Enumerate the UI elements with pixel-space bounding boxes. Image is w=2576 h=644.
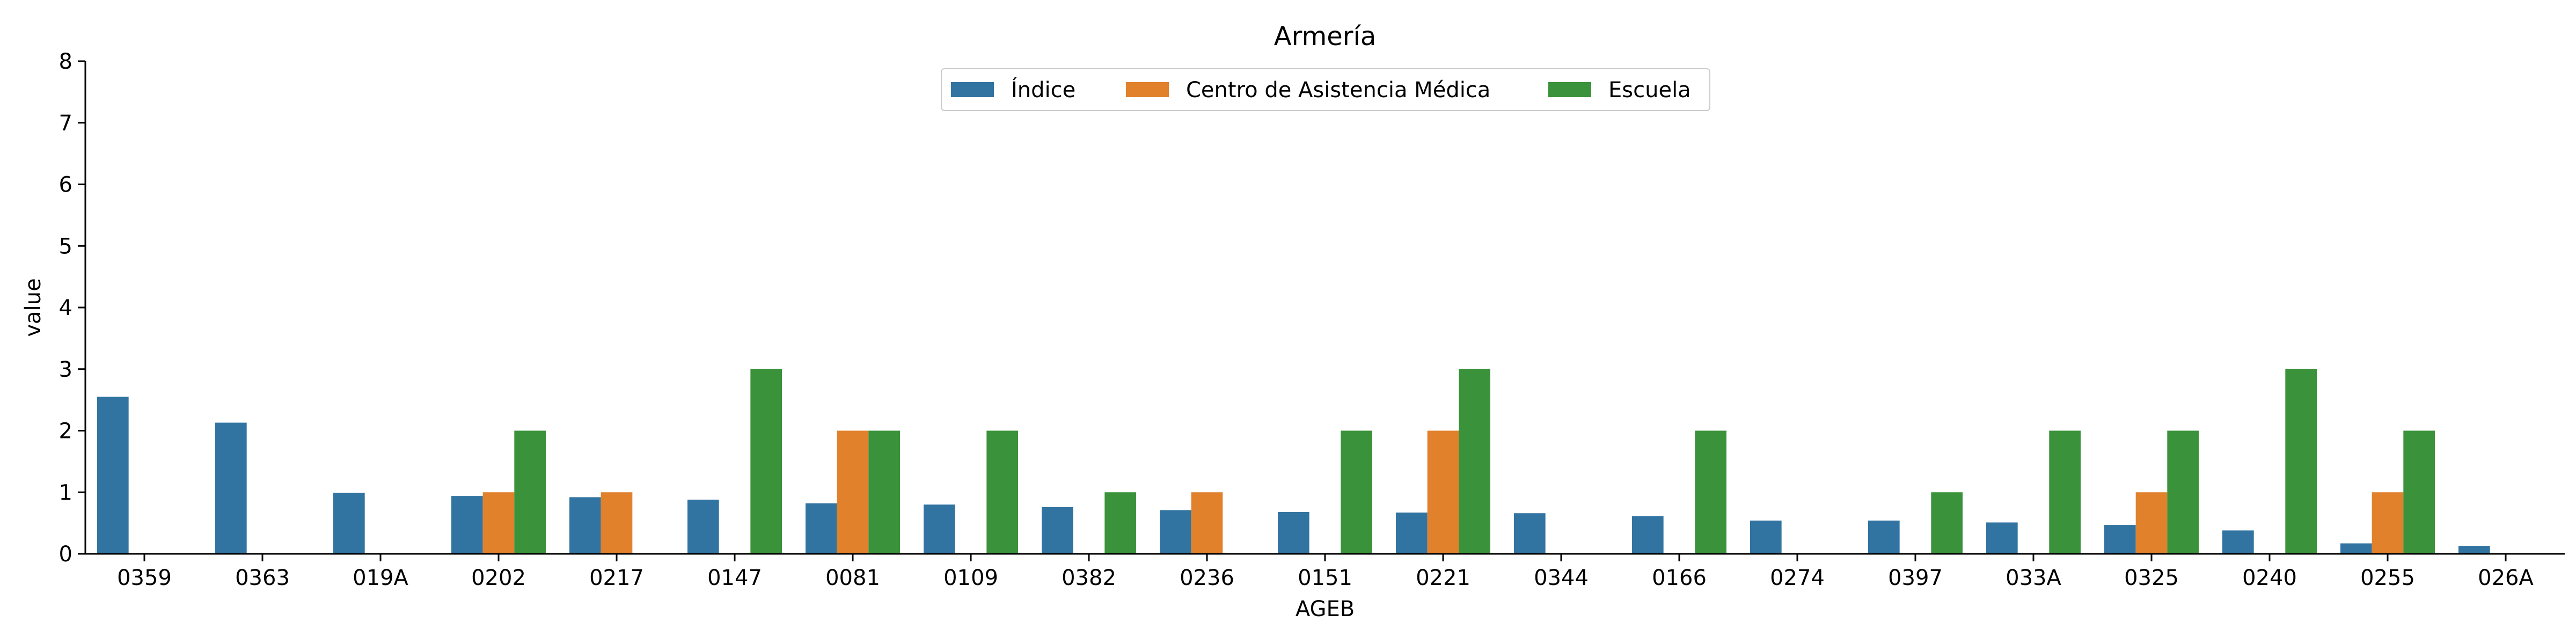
bar-0325-series-1 (2135, 492, 2168, 554)
x-tick-label: 0240 (2242, 566, 2297, 590)
x-tick-label: 0202 (471, 566, 526, 590)
bar-0081-series-2 (868, 430, 900, 554)
y-tick-label: 2 (59, 419, 72, 444)
legend-swatch (1548, 82, 1591, 97)
x-tick-label: 0081 (825, 566, 880, 590)
bar-033A-series-2 (2049, 430, 2081, 554)
bars-group (97, 369, 2490, 554)
bar-0217-series-0 (569, 497, 601, 554)
bar-0217-series-1 (601, 492, 633, 554)
legend-label: Índice (1011, 77, 1075, 103)
bar-0147-series-0 (687, 500, 719, 554)
y-tick-label: 1 (59, 480, 72, 505)
bar-0344-series-0 (1514, 513, 1546, 554)
bar-033A-series-0 (1986, 522, 2018, 554)
x-tick-label: 0151 (1298, 566, 1352, 590)
bar-0109-series-2 (986, 430, 1018, 554)
bar-026A-series-0 (2458, 546, 2490, 554)
bar-0081-series-1 (837, 430, 869, 554)
y-axis-label: value (21, 278, 46, 336)
y-tick-label: 4 (59, 296, 72, 320)
bar-0363-series-0 (215, 422, 247, 554)
bar-0236-series-0 (1160, 510, 1191, 554)
bar-0240-series-2 (2285, 369, 2317, 554)
x-axis-label: AGEB (1296, 597, 1355, 621)
x-tick-label: 0344 (1534, 566, 1589, 590)
x-tick-label: 0255 (2360, 566, 2415, 590)
x-tick-label: 0236 (1180, 566, 1234, 590)
bar-0221-series-1 (1427, 430, 1459, 554)
x-tick-label: 0382 (1062, 566, 1116, 590)
legend-swatch (1126, 82, 1169, 97)
bar-019A-series-0 (333, 493, 365, 554)
bar-0325-series-0 (2104, 525, 2136, 554)
bar-0202-series-0 (451, 496, 483, 554)
x-tick-label: 019A (353, 566, 408, 590)
bar-0147-series-2 (750, 369, 782, 554)
y-axis: 0 1 2 3 4 5 6 7 8 (59, 49, 86, 567)
x-tick-label: 026A (2478, 566, 2534, 590)
bar-0221-series-0 (1396, 513, 1428, 554)
legend-frame (941, 68, 1710, 111)
x-tick-label: 0359 (117, 566, 172, 590)
bar-0255-series-2 (2403, 430, 2435, 554)
x-tick-label: 0109 (943, 566, 998, 590)
bar-0255-series-1 (2372, 492, 2404, 554)
x-tick-label: 0147 (707, 566, 762, 590)
y-tick-label: 6 (59, 173, 72, 197)
bar-0221-series-2 (1459, 369, 1490, 554)
x-tick-label: 0166 (1652, 566, 1707, 590)
legend-swatch (951, 82, 994, 97)
y-tick-label: 3 (59, 357, 72, 382)
bar-0240-series-0 (2222, 530, 2254, 554)
bar-0255-series-0 (2340, 543, 2372, 554)
x-tick-label: 0274 (1770, 566, 1825, 590)
bar-0151-series-2 (1341, 430, 1372, 554)
y-tick-label: 0 (59, 542, 72, 567)
bar-0081-series-0 (806, 503, 837, 554)
legend: Índice Centro de Asistencia Médica Escuela (941, 68, 1710, 111)
bar-0382-series-2 (1104, 492, 1136, 554)
bar-0397-series-2 (1931, 492, 1963, 554)
bar-0202-series-2 (514, 430, 546, 554)
legend-label: Escuela (1608, 78, 1691, 103)
bar-0151-series-0 (1278, 511, 1309, 554)
x-tick-label: 0363 (235, 566, 290, 590)
x-tick-label: 0221 (1416, 566, 1470, 590)
x-tick-label: 033A (2006, 566, 2061, 590)
chart-title: Armería (1274, 21, 1377, 52)
bar-0274-series-0 (1750, 521, 1782, 554)
bar-0166-series-2 (1695, 430, 1726, 554)
x-tick-label: 0397 (1888, 566, 1943, 590)
x-axis: 0359 0363 019A 0202 0217 0147 0081 0109 0382 0236… (85, 553, 2565, 590)
legend-label: Centro de Asistencia Médica (1186, 78, 1490, 103)
bar-0359-series-0 (97, 397, 129, 554)
x-tick-label: 0217 (589, 566, 644, 590)
x-tick-label: 0325 (2124, 566, 2179, 590)
bar-0382-series-0 (1042, 507, 1073, 554)
y-tick-label: 5 (59, 234, 72, 259)
bar-0109-series-0 (924, 504, 955, 554)
bar-0202-series-1 (482, 492, 515, 554)
y-tick-label: 8 (59, 49, 72, 74)
bar-0236-series-1 (1191, 492, 1223, 554)
bar-0397-series-0 (1868, 521, 1900, 554)
y-tick-label: 7 (59, 111, 72, 136)
bar-0166-series-0 (1632, 516, 1664, 554)
bar-0325-series-2 (2167, 430, 2199, 554)
